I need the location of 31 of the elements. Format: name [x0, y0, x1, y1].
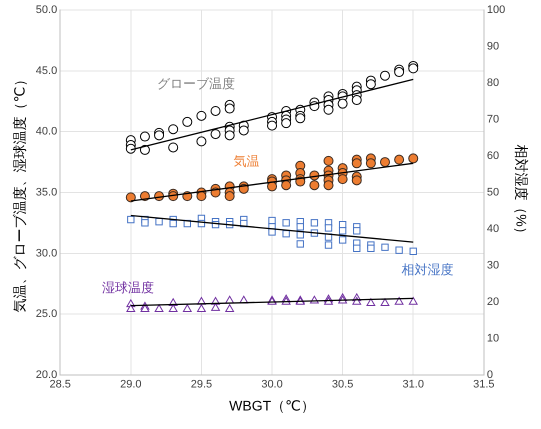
series-label: 湿球温度: [102, 280, 154, 296]
series-label: グローブ温度: [156, 76, 235, 91]
y2-tick-label: 20: [486, 296, 500, 308]
y2-tick-label: 70: [486, 114, 500, 126]
y-axis-title: 気温、グローブ温度、湿球温度（℃）: [11, 72, 28, 312]
y2-tick-label: 40: [486, 223, 500, 236]
x-tick-label: 30.5: [332, 378, 354, 391]
y2-tick-label: 10: [486, 332, 500, 345]
y-tick-label: 45.0: [36, 64, 58, 77]
x-tick-label: 29.5: [190, 378, 212, 391]
x-tick-label: 31.5: [473, 378, 495, 391]
y2-tick-label: 30: [486, 260, 500, 272]
y-tick-label: 25.0: [36, 308, 58, 320]
series-label: 気温: [234, 154, 260, 169]
x-tick-label: 28.5: [50, 378, 71, 391]
y-tick-label: 40.0: [36, 126, 58, 138]
x-axis-title: WBGT（℃）: [229, 397, 315, 414]
x-tick-label: 30.0: [261, 378, 283, 391]
y2-tick-label: 50: [486, 186, 500, 199]
y-tick-label: 50.0: [36, 4, 58, 16]
x-tick-label: 29.0: [120, 378, 142, 391]
y2-tick-label: 60: [486, 150, 500, 162]
y2-axis-title: 相対湿度（%）: [514, 144, 530, 241]
y-tick-label: 35.0: [36, 186, 58, 199]
series-label: 相対湿度: [401, 262, 454, 277]
y2-tick-label: 80: [486, 77, 500, 90]
y2-tick-label: 100: [486, 4, 506, 16]
y-tick-label: 30.0: [36, 247, 58, 260]
y2-tick-label: 90: [486, 40, 500, 53]
x-tick-label: 31.0: [402, 378, 424, 391]
y-tick-label: 20.0: [36, 369, 58, 382]
